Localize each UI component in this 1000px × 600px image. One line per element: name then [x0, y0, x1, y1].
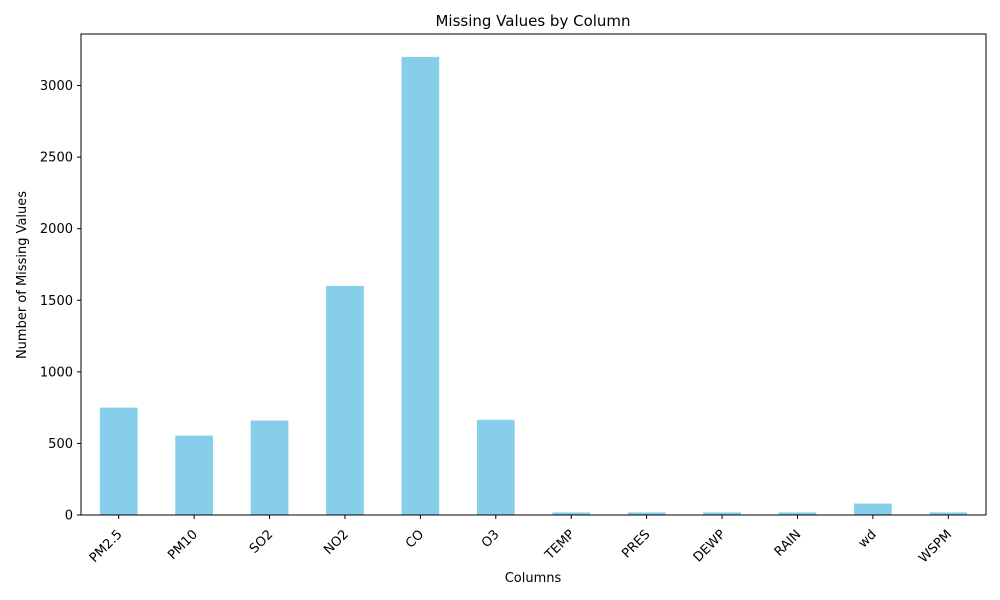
x-tick-label: PRES	[619, 527, 653, 561]
bar-pres	[627, 512, 666, 515]
bar-wd	[854, 503, 892, 515]
y-tick-label: 3000	[40, 79, 73, 94]
y-axis: 0 500 1000 1500 2000 2500 3000	[40, 79, 81, 524]
bar-so2	[250, 420, 289, 515]
x-tick-label: PM10	[165, 527, 201, 563]
x-tick-label: wd	[856, 527, 880, 551]
y-axis-title: Number of Missing Values	[15, 191, 30, 359]
y-tick-label: 1000	[40, 365, 73, 380]
x-tick-label: DEWP	[691, 527, 729, 565]
x-tick-label: O3	[479, 527, 503, 551]
bar-o3	[476, 419, 515, 515]
bar-co	[401, 56, 440, 516]
bar-dewp	[703, 512, 741, 515]
x-tick-label: TEMP	[542, 527, 578, 563]
y-tick-label: 500	[48, 437, 73, 452]
bar-pm10	[175, 435, 213, 515]
bar-rain	[778, 512, 817, 515]
y-tick-label: 0	[65, 509, 73, 524]
x-axis: PM2.5 PM10 SO2 NO2 CO O3 TEMP PRES DEWP RAIN wd WSP…	[87, 515, 955, 566]
chart-title: Missing Values by Column	[435, 12, 630, 30]
bar-pm2-5	[99, 407, 138, 515]
y-tick-label: 2500	[40, 151, 73, 166]
y-tick-label: 2000	[40, 222, 73, 237]
bar-no2	[326, 285, 364, 515]
x-axis-title: Columns	[505, 571, 562, 586]
plot-frame	[80, 33, 987, 516]
x-tick-label: PM2.5	[87, 527, 126, 566]
bars-group	[99, 56, 968, 516]
x-tick-label: CO	[403, 527, 427, 551]
bar-temp	[552, 512, 591, 515]
x-tick-label: NO2	[321, 527, 352, 558]
x-tick-label: SO2	[247, 527, 277, 557]
y-tick-label: 1500	[40, 294, 73, 309]
bar-wspm	[929, 512, 968, 515]
x-tick-label: WSPM	[916, 527, 955, 566]
x-tick-label: RAIN	[772, 527, 805, 560]
